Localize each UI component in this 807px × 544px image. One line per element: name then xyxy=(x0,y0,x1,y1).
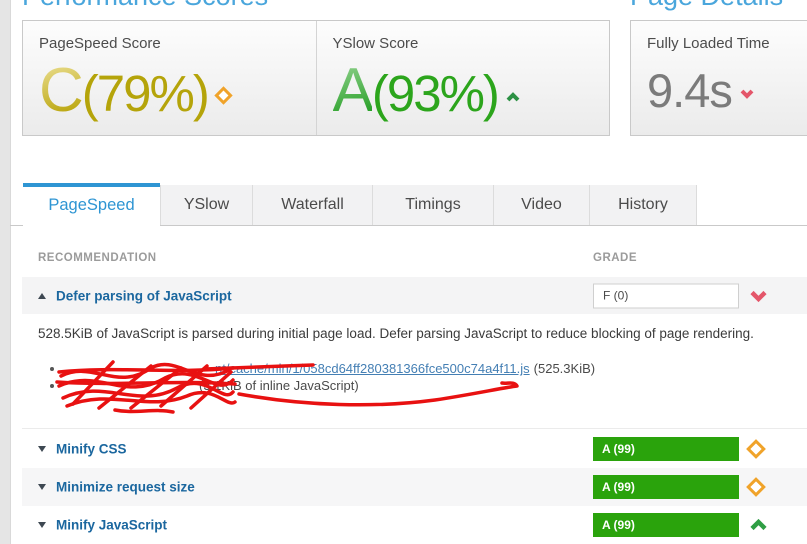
tab-bar-underline xyxy=(10,225,807,226)
recommendation-link-minify-css[interactable]: Minify CSS xyxy=(56,441,127,456)
resource-link[interactable] xyxy=(65,378,195,393)
recommendation-link-minify-javascript[interactable]: Minify JavaScript xyxy=(56,517,168,533)
redacted-url-segment xyxy=(65,365,215,373)
table-row-minimize-request-size: Minimize request size A (99) xyxy=(22,468,807,506)
page-details-heading: Page Details xyxy=(630,0,783,11)
pagespeed-score-value: C(79%) xyxy=(39,52,316,130)
pagespeed-score-card: PageSpeed Score C(79%) xyxy=(23,21,316,135)
yslow-grade-percent: (93%) xyxy=(371,65,500,122)
recommendation-link-minimize-request-size[interactable]: Minimize request size xyxy=(56,479,195,495)
chevron-up-green-icon xyxy=(749,518,768,532)
fully-loaded-time-card: Fully Loaded Time 9.4s xyxy=(631,21,807,130)
diamond-icon xyxy=(746,477,766,497)
table-row-defer-parsing: Defer parsing of JavaScript F (0) xyxy=(22,277,807,314)
expand-triangle-icon xyxy=(38,522,46,528)
table-row-minify-css: Minify CSS A (99) xyxy=(22,428,807,468)
list-item: (3.1KiB of inline JavaScript) xyxy=(65,378,595,393)
performance-scores-panel: PageSpeed Score C(79%) YSlow Score A(93%… xyxy=(22,20,610,136)
grade-meter-full: A (99) xyxy=(593,475,739,499)
recommendation-description: 528.5KiB of JavaScript is parsed during … xyxy=(38,326,754,341)
tab-video[interactable]: Video xyxy=(494,185,590,225)
grade-meter-full: A (99) xyxy=(593,513,739,537)
collapse-triangle-icon xyxy=(38,292,46,299)
resource-link[interactable]: nt/cache/min/1/058cd64ff280381366fce500c… xyxy=(65,361,530,376)
resource-size: (525.3KiB) xyxy=(533,361,596,376)
tab-yslow[interactable]: YSlow xyxy=(160,185,253,225)
yslow-score-label: YSlow Score xyxy=(332,35,419,52)
caret-down-icon xyxy=(740,89,754,99)
performance-scores-heading: Performance Scores xyxy=(22,0,268,11)
expand-triangle-icon xyxy=(38,445,46,452)
table-row-minify-javascript: Minify JavaScript A (99) xyxy=(22,506,807,544)
fully-loaded-time-value: 9.4s xyxy=(647,52,807,130)
tab-pagespeed[interactable]: PageSpeed xyxy=(23,183,160,227)
page-details-panel: Fully Loaded Time 9.4s xyxy=(630,20,807,136)
yslow-score-value: A(93%) xyxy=(333,52,610,130)
resource-link-visible-text: nt/cache/min/1/058cd64ff280381366fce500c… xyxy=(215,361,530,376)
pagespeed-grade-letter: C xyxy=(39,56,84,125)
fully-loaded-time-number: 9.4s xyxy=(647,64,733,117)
expand-triangle-icon xyxy=(38,484,46,490)
resource-size: (3.1KiB of inline JavaScript) xyxy=(199,378,359,393)
caret-up-icon xyxy=(506,92,520,102)
redacted-url-segment xyxy=(65,382,195,390)
grade-meter-full: A (99) xyxy=(593,436,739,461)
yslow-score-card: YSlow Score A(93%) xyxy=(315,21,610,135)
pagespeed-score-label: PageSpeed Score xyxy=(39,35,161,52)
column-header-grade: GRADE xyxy=(593,252,638,264)
page-left-margin xyxy=(0,0,11,544)
grade-meter-empty: F (0) xyxy=(593,283,739,308)
fully-loaded-time-label: Fully Loaded Time xyxy=(647,35,770,52)
pagespeed-grade-percent: (79%) xyxy=(81,65,210,122)
tab-waterfall[interactable]: Waterfall xyxy=(253,185,373,225)
diamond-icon xyxy=(214,86,233,105)
list-item: nt/cache/min/1/058cd64ff280381366fce500c… xyxy=(65,361,595,376)
affected-resources-list: nt/cache/min/1/058cd64ff280381366fce500c… xyxy=(65,361,595,395)
yslow-grade-letter: A xyxy=(332,56,374,125)
chevron-down-red-icon xyxy=(749,289,768,302)
tab-history[interactable]: History xyxy=(590,185,697,225)
column-header-recommendation: RECOMMENDATION xyxy=(38,252,157,264)
tab-timings[interactable]: Timings xyxy=(373,185,494,225)
diamond-icon xyxy=(746,438,766,459)
recommendation-link-defer-parsing[interactable]: Defer parsing of JavaScript xyxy=(56,288,232,303)
defer-parsing-expanded-detail: 528.5KiB of JavaScript is parsed during … xyxy=(22,314,807,428)
